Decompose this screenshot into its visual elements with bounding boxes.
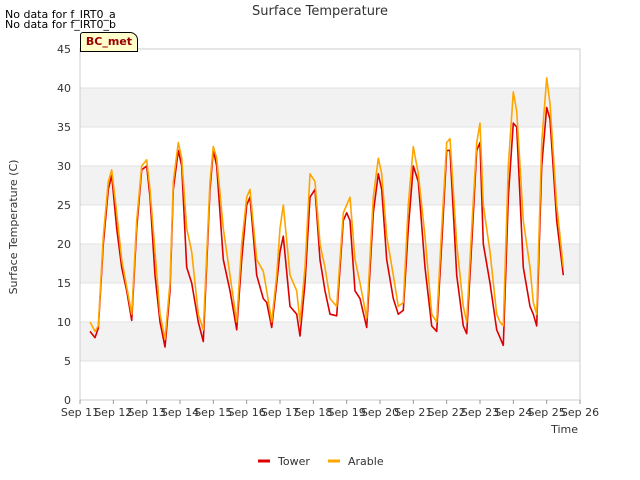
series-line-tower — [89, 106, 565, 348]
grid-band — [80, 166, 580, 205]
x-tick-label: Sep 14 — [161, 406, 199, 419]
x-tick-label: Sep 18 — [294, 406, 332, 419]
grid-band — [80, 322, 580, 361]
y-tick-label: 0 — [64, 394, 71, 407]
y-tick-label: 15 — [57, 277, 71, 290]
x-tick-label: Sep 11 — [61, 406, 99, 419]
grid-band — [80, 244, 580, 283]
x-tick-label: Sep 17 — [261, 406, 299, 419]
y-axis-title: Surface Temperature (C) — [7, 160, 20, 295]
x-tick-label: Sep 15 — [194, 406, 232, 419]
legend: Tower Arable — [258, 455, 384, 468]
y-tick-label: 40 — [57, 82, 71, 95]
x-tick-label: Sep 16 — [228, 406, 266, 419]
y-tick-label: 10 — [57, 316, 71, 329]
x-tick-label: Sep 20 — [361, 406, 399, 419]
grid-bands — [80, 48, 580, 401]
x-tick-label: Sep 13 — [128, 406, 166, 419]
legend-label-tower: Tower — [277, 455, 310, 468]
legend-label-arable: Arable — [348, 455, 384, 468]
y-axis: 0 5 10 15 20 25 30 35 40 45 — [57, 43, 71, 407]
x-tick-label: Sep 25 — [528, 406, 566, 419]
x-tick-label: Sep 26 — [561, 406, 599, 419]
chart-title: Surface Temperature — [252, 4, 388, 19]
y-tick-label: 5 — [64, 355, 71, 368]
x-tick-label: Sep 23 — [461, 406, 499, 419]
grid-band — [80, 88, 580, 127]
x-tick-label: Sep 21 — [394, 406, 432, 419]
site-badge: BC_met — [80, 32, 138, 52]
series-line-arable — [89, 77, 565, 341]
x-tick-label: Sep 22 — [428, 406, 466, 419]
plot-frame — [79, 48, 581, 401]
y-tick-label: 45 — [57, 43, 71, 56]
x-axis-title: Time — [550, 423, 578, 436]
series-lines — [89, 77, 565, 348]
y-tick-label: 20 — [57, 238, 71, 251]
no-data-note-b: No data for f_IRT0_b — [5, 18, 117, 31]
y-tick-label: 30 — [57, 160, 71, 173]
x-tick-label: Sep 19 — [328, 406, 366, 419]
x-tick-label: Sep 24 — [494, 406, 532, 419]
x-tick-label: Sep 12 — [94, 406, 132, 419]
y-tick-label: 35 — [57, 121, 71, 134]
y-tick-label: 25 — [57, 199, 71, 212]
no-data-note-a: No data for f_IRT0_a — [5, 8, 116, 21]
